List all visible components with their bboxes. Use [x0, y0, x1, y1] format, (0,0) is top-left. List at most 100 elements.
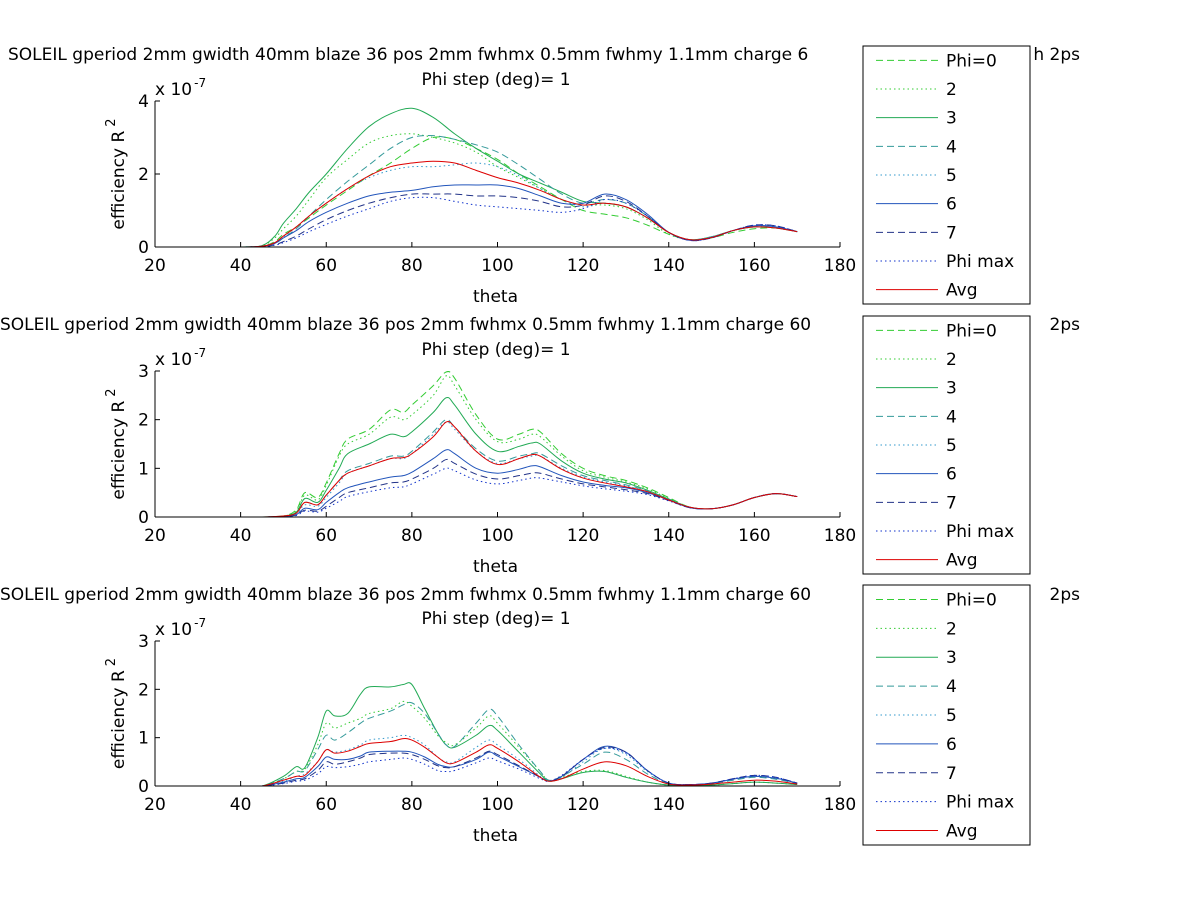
x-tick-label: 100 [481, 526, 513, 546]
legend-label-3: 3 [946, 648, 957, 668]
legend-label-2: 2 [946, 619, 957, 639]
series-line-9 [223, 420, 798, 517]
legend-label-4: 4 [946, 407, 957, 427]
legend-label-8: Phi max [946, 793, 1014, 813]
x-tick-label: 140 [653, 256, 685, 276]
chart-title: SOLEIL gperiod 2mm gwidth 40mm blaze 36 … [0, 315, 811, 335]
y-multiplier-base: x 10 [155, 80, 192, 100]
chart-title-tail: 2ps [1050, 315, 1081, 335]
legend-label-4: 4 [946, 137, 957, 157]
series-line-1 [223, 371, 798, 517]
x-tick-label: 120 [567, 256, 599, 276]
x-axis-label: theta [473, 826, 518, 846]
y-multiplier-base: x 10 [155, 620, 192, 640]
legend-label-5: 5 [946, 166, 957, 186]
series-line-9 [223, 160, 798, 247]
x-tick-label: 160 [738, 256, 770, 276]
x-tick-label: 60 [315, 795, 337, 815]
y-tick-label: 0 [138, 238, 149, 258]
y-axis-label-sup: 2 [104, 658, 119, 666]
x-tick-label: 80 [401, 526, 423, 546]
legend-label-6: 6 [946, 735, 957, 755]
x-tick-label: 180 [824, 795, 856, 815]
y-tick-label: 0 [138, 777, 149, 797]
y-tick-label: 1 [138, 729, 149, 749]
legend-label-3: 3 [946, 109, 957, 129]
x-axis-label: theta [473, 287, 518, 307]
y-tick-label: 4 [138, 92, 149, 112]
chart-title-tail: 2ps [1050, 585, 1081, 605]
legend-label-7: 7 [946, 223, 957, 243]
x-tick-label: 80 [401, 795, 423, 815]
y-axis-label-text: efficiency R [109, 670, 129, 769]
y-axis-label: efficiency R 2 [104, 658, 129, 769]
legend-label-4: 4 [946, 677, 957, 697]
legend-label-8: Phi max [946, 522, 1014, 542]
x-tick-label: 140 [653, 795, 685, 815]
x-tick-label: 120 [567, 526, 599, 546]
x-tick-label: 20 [144, 795, 166, 815]
legend-label-5: 5 [946, 706, 957, 726]
y-axis-label: efficiency R 2 [104, 388, 129, 499]
x-tick-label: 40 [230, 256, 252, 276]
x-tick-label: 100 [481, 256, 513, 276]
y-multiplier-exponent: -7 [194, 76, 206, 90]
x-tick-label: 180 [824, 526, 856, 546]
chart-title: SOLEIL gperiod 2mm gwidth 40mm blaze 36 … [8, 45, 808, 65]
chart-panel-3: 20 40 60 80 100 120 140 160 180 0 1 2 3 x 10 -7 efficie… [0, 584, 1081, 846]
y-axis-label-text: efficiency R [109, 401, 129, 500]
x-tick-label: 60 [315, 526, 337, 546]
legend-label-9: Avg [946, 551, 978, 571]
chart-subtitle: Phi step (deg)= 1 [421, 340, 570, 360]
series-group [223, 107, 798, 247]
y-multiplier-base: x 10 [155, 350, 192, 370]
x-tick-label: 60 [315, 256, 337, 276]
y-multiplier-exponent: -7 [194, 346, 206, 360]
x-tick-label: 140 [653, 526, 685, 546]
x-tick-label: 120 [567, 795, 599, 815]
x-tick-label: 20 [144, 526, 166, 546]
y-tick-label: 2 [138, 411, 149, 431]
legend: Phi=0 2 3 4 5 6 7 Phi max Avg [862, 315, 1031, 575]
y-axis-label: efficiency R 2 [104, 118, 129, 229]
legend: Phi=0 2 3 4 5 6 7 Phi max Avg [862, 45, 1031, 305]
y-tick-label: 3 [138, 632, 149, 652]
chart-subtitle: Phi step (deg)= 1 [421, 70, 570, 90]
y-tick-label: 3 [138, 362, 149, 382]
y-tick-label: 2 [138, 165, 149, 185]
y-multiplier: x 10 -7 [155, 616, 206, 640]
y-tick-label: 1 [138, 459, 149, 479]
x-tick-label: 100 [481, 795, 513, 815]
legend-label-1: Phi=0 [946, 51, 997, 71]
legend-label-6: 6 [946, 465, 957, 485]
x-tick-label: 160 [738, 795, 770, 815]
y-tick-label: 0 [138, 508, 149, 528]
chart-panel-2: 20 40 60 80 100 120 140 160 180 0 1 2 3 x 10 -7 efficie… [0, 315, 1080, 577]
series-line-2 [223, 375, 798, 517]
y-axis-label-text: efficiency R [109, 131, 129, 230]
series-line-8 [223, 467, 798, 517]
series-line-4 [223, 701, 798, 786]
legend-label-9: Avg [946, 281, 978, 301]
y-axis-label-sup: 2 [104, 388, 119, 396]
x-axis-label: theta [473, 557, 518, 577]
series-line-2 [223, 700, 798, 786]
y-tick-label: 2 [138, 680, 149, 700]
y-multiplier: x 10 -7 [155, 76, 206, 100]
x-tick-label: 40 [230, 526, 252, 546]
chart-subtitle: Phi step (deg)= 1 [421, 609, 570, 629]
legend: Phi=0 2 3 4 5 6 7 Phi max Avg [862, 584, 1031, 846]
series-group [223, 371, 798, 517]
legend-label-6: 6 [946, 195, 957, 215]
x-tick-label: 180 [824, 256, 856, 276]
y-axis-label-sup: 2 [104, 118, 119, 126]
series-line-8 [223, 196, 798, 247]
y-multiplier-exponent: -7 [194, 616, 206, 630]
x-tick-label: 40 [230, 795, 252, 815]
x-tick-label: 160 [738, 526, 770, 546]
chart-panel-1: 20 40 60 80 100 120 140 160 180 0 2 4 x 10 -7 efficien… [8, 45, 1080, 307]
legend-label-2: 2 [946, 350, 957, 370]
chart-title: SOLEIL gperiod 2mm gwidth 40mm blaze 36 … [0, 585, 811, 605]
x-tick-label: 20 [144, 256, 166, 276]
